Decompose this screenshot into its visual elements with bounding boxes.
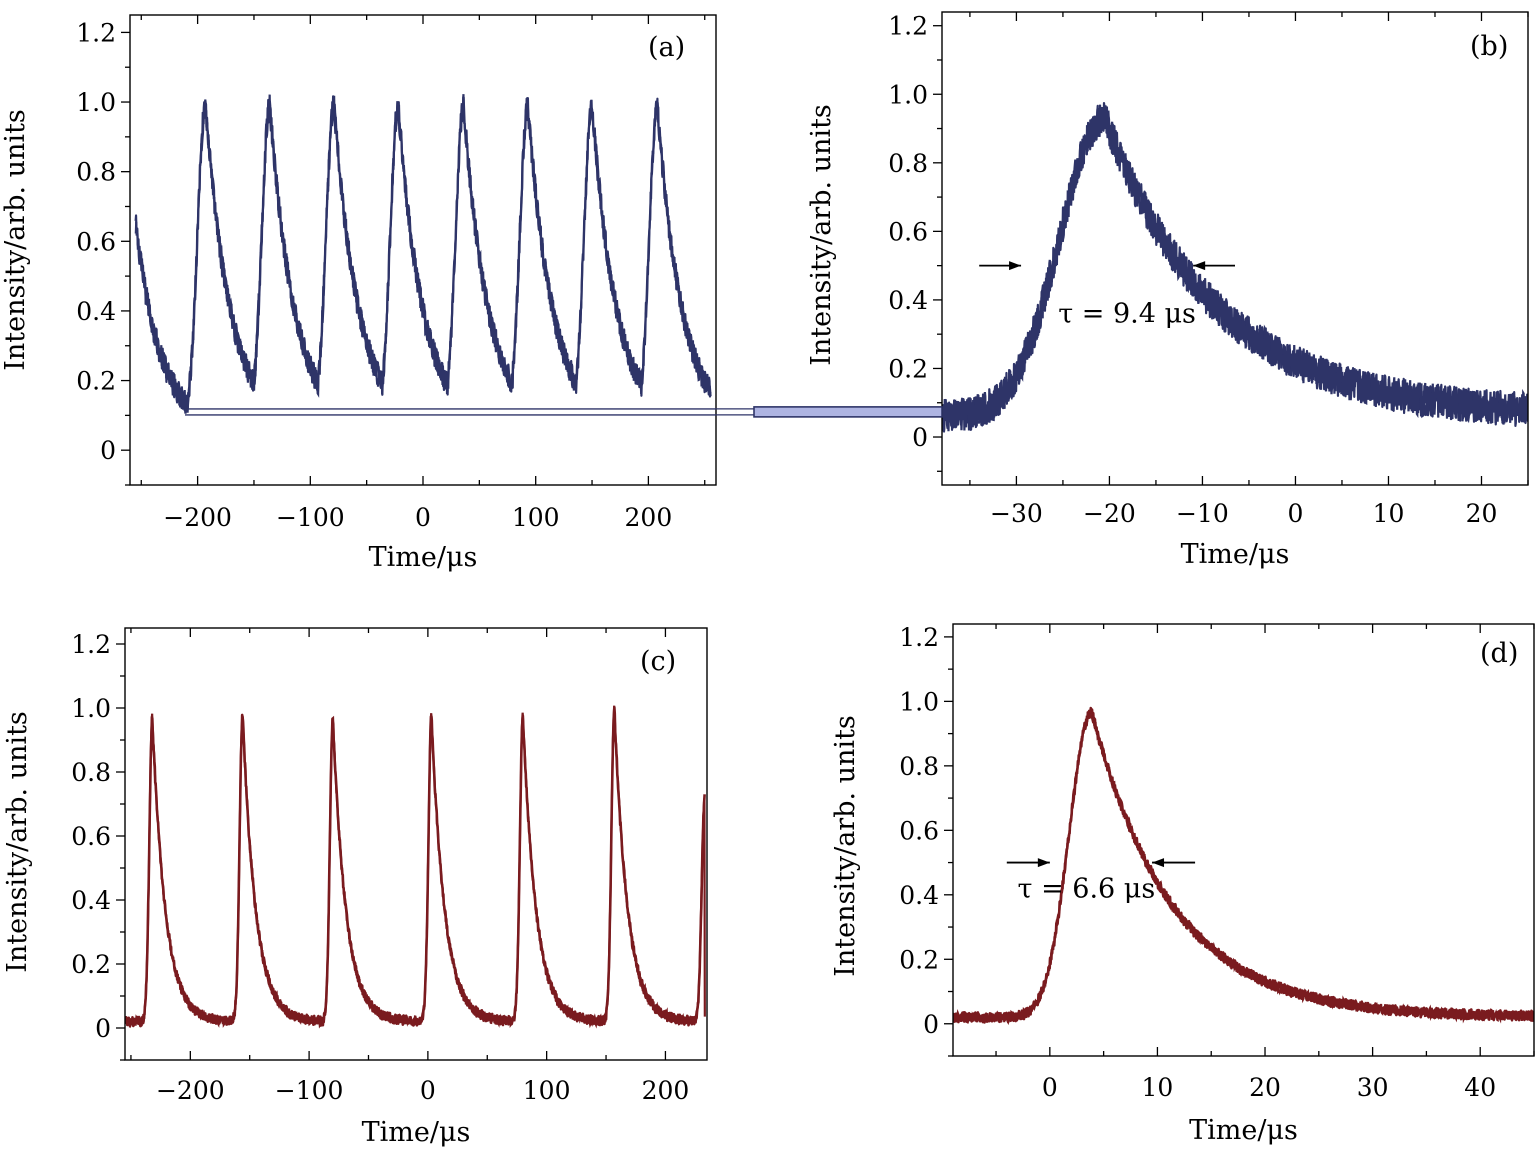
y-tick-label: 0.6	[71, 822, 111, 851]
fwhm-arrow-left-head	[1037, 858, 1050, 868]
y-tick-label: 0.4	[76, 297, 116, 326]
x-axis-title: Time/μs	[1181, 539, 1290, 570]
x-tick-label: −200	[156, 1076, 225, 1105]
fwhm-arrow-right-head	[1193, 261, 1206, 271]
fwhm-label: τ = 6.6 μs	[1018, 873, 1156, 904]
x-tick-label: −20	[1083, 499, 1136, 528]
zoom-band	[753, 406, 943, 418]
chart-panel-a: −200 −100 0 100 200 0 0.2 0.4 0.6 0.8 1.0 1.2 Time/μ…	[0, 14, 717, 573]
y-tick-label: 1.0	[899, 687, 939, 716]
x-tick-label: −10	[1176, 499, 1229, 528]
x-tick-label: −200	[163, 503, 232, 532]
y-tick-label: 0.6	[76, 227, 116, 256]
x-tick-label: 200	[642, 1076, 690, 1105]
x-axis-title: Time/μs	[369, 542, 478, 573]
x-tick-label: −100	[276, 503, 345, 532]
y-tick-label: 1.2	[888, 12, 928, 41]
y-tick-label: 0.4	[899, 881, 939, 910]
x-tick-label: 10	[1373, 499, 1405, 528]
y-tick-label: 0.6	[888, 217, 928, 246]
fwhm-label: τ = 9.4 μs	[1058, 299, 1196, 330]
y-tick-label: 1.2	[76, 18, 116, 47]
panel-label: (b)	[1470, 31, 1508, 62]
y-tick-label: 0.8	[888, 149, 928, 178]
zoom-connector	[185, 406, 943, 418]
plot-frame-b	[941, 11, 1529, 486]
x-axis-title: Time/μs	[362, 1117, 471, 1148]
x-tick-label: 200	[625, 503, 673, 532]
series-band-d	[953, 708, 1534, 1026]
y-tick-label: 0	[95, 1014, 111, 1043]
panel-label: (c)	[640, 646, 676, 677]
y-axis-title: Intensity/arb. units	[806, 104, 837, 366]
y-tick-label: 0.8	[899, 752, 939, 781]
y-tick-label: 0.4	[888, 286, 928, 315]
series-band-c	[125, 705, 706, 1029]
x-tick-label: 0	[1042, 1073, 1058, 1102]
y-tick-label: 0.2	[76, 367, 116, 396]
chart-panel-b: −30 −20 −10 0 10 20 0 0.2 0.4 0.6 0.8 1.0 1.2 Time/μs…	[806, 11, 1529, 570]
plot-frame-c	[124, 627, 708, 1061]
x-tick-label: 0	[1288, 499, 1304, 528]
y-tick-label: 0.2	[888, 354, 928, 383]
y-tick-label: 0.2	[71, 950, 111, 979]
y-axis-title: Intensity/arb. units	[0, 109, 31, 371]
chart-panel-c: −200 −100 0 100 200 0 0.2 0.4 0.6 0.8 1.0 1.2 Time/μ…	[2, 627, 708, 1148]
plot-frame-d	[952, 623, 1535, 1057]
y-tick-label: 1.0	[76, 88, 116, 117]
x-tick-label: −30	[990, 499, 1043, 528]
x-tick-label: 20	[1466, 499, 1498, 528]
y-tick-label: 0.6	[899, 816, 939, 845]
fwhm-arrow-right-head	[1152, 858, 1165, 868]
y-tick-label: 0.4	[71, 886, 111, 915]
x-tick-label: 0	[415, 503, 431, 532]
y-axis-title: Intensity/arb. units	[830, 715, 861, 977]
y-tick-label: 1.0	[71, 694, 111, 723]
x-tick-label: −100	[275, 1076, 344, 1105]
x-tick-label: 100	[512, 503, 560, 532]
y-tick-label: 1.2	[71, 630, 111, 659]
x-tick-label: 100	[523, 1076, 571, 1105]
series-band-a	[134, 94, 712, 414]
x-tick-label: 20	[1249, 1073, 1281, 1102]
y-axis-title: Intensity/arb. units	[2, 711, 33, 973]
x-axis-title: Time/μs	[1189, 1115, 1298, 1146]
y-tick-label: 1.0	[888, 80, 928, 109]
y-tick-label: 0.8	[71, 758, 111, 787]
panel-label: (d)	[1480, 638, 1518, 669]
panel-label: (a)	[648, 32, 685, 63]
y-tick-label: 0	[923, 1010, 939, 1039]
y-tick-label: 0.2	[899, 945, 939, 974]
chart-panel-d: 0 10 20 30 40 0 0.2 0.4 0.6 0.8 1.0 1.2 Time/μs Inten…	[830, 623, 1535, 1146]
fwhm-arrow-left-head	[1009, 261, 1022, 271]
x-tick-label: 0	[420, 1076, 436, 1105]
y-tick-label: 1.2	[899, 623, 939, 652]
x-tick-label: 30	[1357, 1073, 1389, 1102]
series-line-c	[125, 706, 706, 1028]
series-band-b	[942, 104, 1528, 433]
x-tick-label: 10	[1142, 1073, 1174, 1102]
y-tick-label: 0.8	[76, 158, 116, 187]
y-tick-label: 0	[912, 423, 928, 452]
y-tick-label: 0	[100, 436, 116, 465]
x-tick-label: 40	[1464, 1073, 1496, 1102]
